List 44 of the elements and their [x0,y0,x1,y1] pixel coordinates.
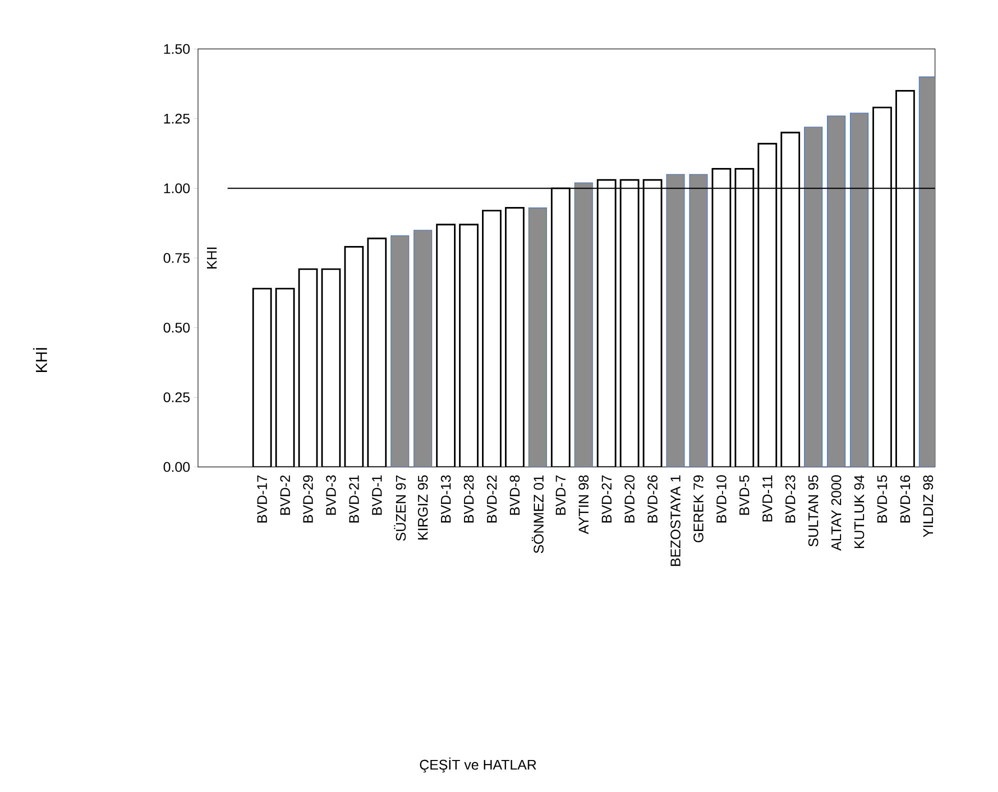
x-tick-label: BVD-11 [762,475,772,522]
y-tick-label: 1.25 [164,114,190,124]
x-tick-label: BVD-13 [440,475,451,522]
bar [574,182,593,467]
y-tick-label: 0.00 [164,462,190,472]
y-axis-title: KHI [207,248,217,268]
x-tick-label: BVD-5 [740,475,750,515]
x-tick-label: BVD-22 [486,475,497,522]
x-tick-label: BVD-7 [556,475,566,515]
x-tick-label: BVD-20 [624,475,634,522]
x-tick-label: BVD-29 [303,475,313,522]
x-tick-label: YILDIZ 98 [923,475,934,538]
y-tick-label: 0.25 [164,392,190,402]
x-tick-label: BVD-8 [510,475,520,515]
x-tick-label: BVD-26 [648,475,658,522]
x-tick-label: BVD-28 [464,475,474,522]
x-tick-label: BVD-1 [372,475,382,515]
x-tick-label: KUTLUK 94 [854,475,864,548]
x-tick-label: AYTIN 98 [578,475,589,534]
y-tick-label: 1.00 [164,183,190,194]
x-tick-label: GEREK 79 [694,475,704,542]
bar [528,208,547,467]
x-tick-label: ALTAY 2000 [831,475,842,551]
x-tick-label: BVD-10 [716,475,726,522]
x-tick-label: SÖNMEZ 01 [532,475,544,554]
bar [689,174,708,467]
bar [666,174,685,467]
y-tick-label: 0.75 [164,253,190,263]
y-tick-label: 0.50 [164,322,190,333]
x-tick-label: BVD-21 [349,475,359,522]
y-tick-label: 1.50 [164,44,190,54]
x-tick-label: SULTAN 95 [808,475,818,546]
x-tick-label: BEZOSTAYA 1 [670,475,680,566]
x-tick-label: BVD-2 [280,475,290,515]
x-tick-label: BVD-17 [257,475,267,522]
x-tick-label: BVD-16 [900,475,910,522]
text: ÇEŞİT ve HATLAR [420,757,536,773]
x-tick-label: BVD-27 [602,475,612,522]
text: KHİ [33,348,47,372]
x-tick-label: BVD-23 [785,475,796,522]
x-tick-label: KIRGIZ 95 [418,475,428,540]
x-tick-label: BVD-15 [877,475,888,522]
x-tick-label: SÜZEN 97 [394,475,406,541]
x-tick-label: BVD-3 [326,475,336,515]
